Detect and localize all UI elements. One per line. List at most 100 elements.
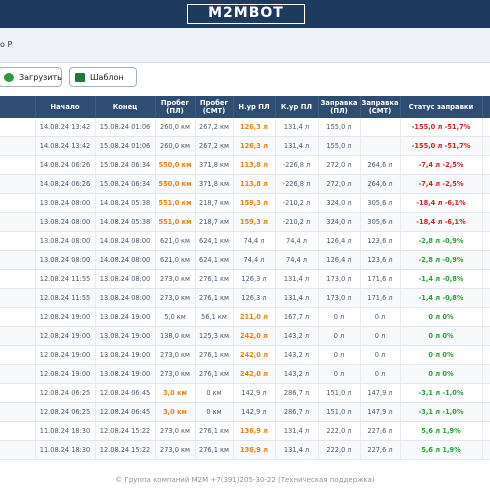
table-cell: 550,0 км — [155, 155, 196, 175]
table-cell: 126,3 л — [233, 136, 276, 156]
table-row: 11.08.24 18:30 12.08.24 15:22 273,0 км 276,… — [0, 440, 490, 460]
table-cell — [482, 269, 490, 289]
table-cell: 138,0 км — [155, 326, 196, 346]
column-header[interactable]: Пробег (ПЛ) — [155, 96, 196, 118]
table-cell: 14.08.24 05:38 — [95, 193, 156, 213]
table-cell: 0 л — [318, 345, 361, 365]
table-cell: 5,0 км — [155, 307, 196, 327]
column-header[interactable]: Н.ур ПЛ — [233, 96, 276, 118]
table-cell: 143,2 л — [275, 326, 319, 346]
table-cell: 155,0 л — [318, 118, 361, 137]
table-cell: 171,6 л — [360, 269, 401, 289]
table-row: 12.08.24 06:25 12.08.24 06:45 3,0 км 0 км 14… — [0, 402, 490, 422]
table-cell: 13.08.24 08:00 — [35, 250, 96, 270]
table-cell: 227,6 л — [360, 440, 401, 460]
table-row: 14.08.24 13:42 15.08.24 01:06 260,0 км 267,… — [0, 136, 490, 156]
table-cell — [482, 155, 490, 175]
table-cell: -210,2 л — [275, 212, 319, 232]
table-cell: 15.08.24 06:34 — [95, 174, 156, 194]
table-cell — [0, 421, 36, 441]
template-button[interactable]: Шаблон — [69, 67, 137, 87]
table-cell — [0, 136, 36, 156]
table-cell: 260,0 км — [155, 118, 196, 137]
table-cell: 126,4 л — [318, 250, 361, 270]
table-cell: 147,9 л — [360, 383, 401, 403]
table-cell: 13.08.24 19:00 — [95, 364, 156, 384]
table-cell: -3,1 л -1,0% — [400, 402, 483, 422]
table-cell: 3,0 км — [155, 383, 196, 403]
column-header[interactable]: Конец — [95, 96, 156, 118]
table-cell: 264,6 л — [360, 155, 401, 175]
table-row: 11.08.24 18:30 12.08.24 15:22 273,0 км 276,… — [0, 421, 490, 441]
table-cell: 0 л — [360, 345, 401, 365]
footer: © Группа компаний M2M +7(391)205-30-22 (… — [115, 476, 375, 484]
column-header[interactable]: Начало — [35, 96, 96, 118]
table-cell — [0, 364, 36, 384]
table-cell: 56,1 км — [195, 307, 234, 327]
table-cell: 621,0 км — [155, 250, 196, 270]
table-row: 13.08.24 08:00 14.08.24 05:38 551,0 км 218,… — [0, 212, 490, 232]
table-cell: 171,6 л — [360, 288, 401, 308]
table-cell: 74,4 л — [275, 231, 319, 251]
table-cell: 131,4 л — [275, 440, 319, 460]
table-cell: 276,1 км — [195, 288, 234, 308]
top-bar: M2MBOT — [0, 0, 490, 28]
table-cell — [482, 193, 490, 213]
table-cell: -226,8 л — [275, 174, 319, 194]
table-cell — [0, 118, 36, 137]
table-cell: 264,6 л — [360, 174, 401, 194]
table-cell: 273,0 км — [155, 440, 196, 460]
table-cell: 624,1 км — [195, 231, 234, 251]
table-row: 12.08.24 11:55 13.08.24 08:00 273,0 км 276,… — [0, 269, 490, 289]
table-cell: 14.08.24 06:26 — [35, 174, 96, 194]
table-cell: -1,4 л -0,8% — [400, 269, 483, 289]
table-cell: -2,8 л -0,9% — [400, 250, 483, 270]
table-cell — [0, 345, 36, 365]
column-header[interactable]: С — [482, 96, 490, 118]
table-cell: 13.08.24 08:00 — [35, 231, 96, 251]
table-cell: 167,7 л — [275, 307, 319, 327]
column-header[interactable]: К.ур ПЛ — [275, 96, 319, 118]
table-cell — [482, 136, 490, 156]
table-cell: 371,8 км — [195, 174, 234, 194]
table-cell: 14.08.24 08:00 — [95, 250, 156, 270]
table-cell: -226,8 л — [275, 155, 319, 175]
table-cell: 136,9 л — [233, 421, 276, 441]
table-cell: 147,9 л — [360, 402, 401, 422]
table-cell: 621,0 км — [155, 231, 196, 251]
table-cell — [482, 231, 490, 251]
table-cell — [0, 326, 36, 346]
table-cell: 273,0 км — [155, 421, 196, 441]
table-cell: 14.08.24 06:26 — [35, 155, 96, 175]
table-cell: 131,4 л — [275, 136, 319, 156]
table-cell: 273,0 км — [155, 288, 196, 308]
table-cell: 276,1 км — [195, 421, 234, 441]
table-cell: 12.08.24 11:55 — [35, 288, 96, 308]
table-cell — [0, 193, 36, 213]
table-cell: -3,1 л -1,0% — [400, 383, 483, 403]
table-cell: 151,0 л — [318, 402, 361, 422]
table-cell: 242,0 л — [233, 364, 276, 384]
column-header[interactable]: Статус заправки — [400, 96, 483, 118]
table-cell: 3,0 км — [155, 402, 196, 422]
column-header[interactable] — [0, 96, 36, 118]
table-cell — [0, 440, 36, 460]
column-header[interactable]: Заправка (ПЛ) — [318, 96, 361, 118]
table-cell: 125,3 км — [195, 326, 234, 346]
table-cell: 273,0 км — [155, 269, 196, 289]
table-cell — [482, 364, 490, 384]
table-cell: 550,0 км — [155, 174, 196, 194]
table-cell: 13.08.24 08:00 — [95, 269, 156, 289]
upload-button[interactable]: Загрузить — [0, 67, 62, 87]
table-cell: 113,8 л — [233, 155, 276, 175]
table-cell — [482, 440, 490, 460]
table-cell: 142,9 л — [233, 402, 276, 422]
table-row: 12.08.24 11:55 13.08.24 08:00 273,0 км 276,… — [0, 288, 490, 308]
column-header[interactable]: Пробег (СМТ) — [195, 96, 234, 118]
table-cell: 14.08.24 13:42 — [35, 136, 96, 156]
table-cell: 371,8 км — [195, 155, 234, 175]
column-header[interactable]: Заправка (СМТ) — [360, 96, 401, 118]
table-cell: 242,0 л — [233, 345, 276, 365]
table-cell: 0 л — [318, 326, 361, 346]
table-row: 14.08.24 13:42 15.08.24 01:06 260,0 км 267,… — [0, 118, 490, 137]
